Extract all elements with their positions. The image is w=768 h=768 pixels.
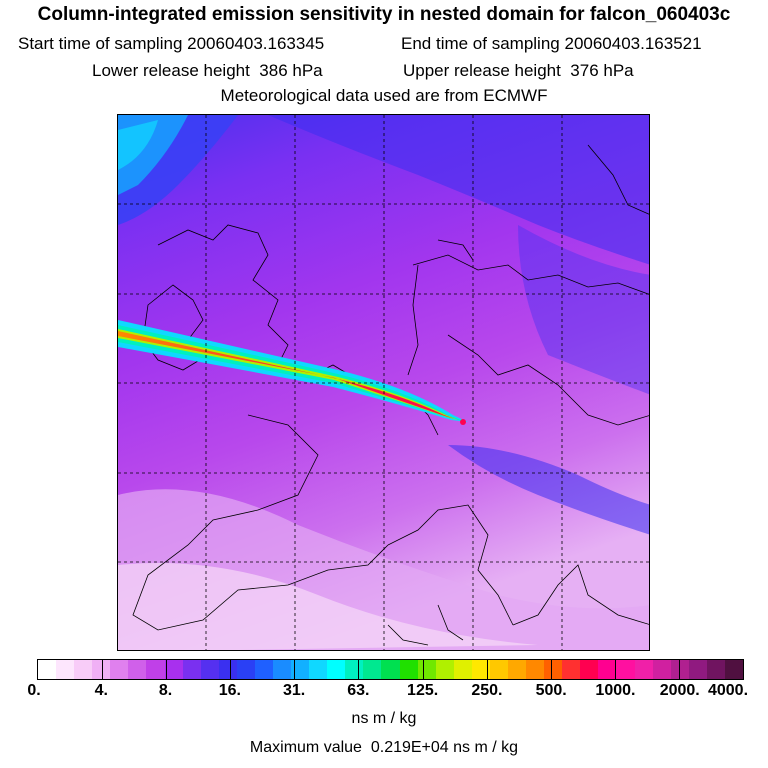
colorbar-segment [526, 660, 545, 679]
colorbar-divider [678, 660, 680, 679]
colorbar-segment [580, 660, 599, 679]
colorbar-segment [38, 660, 57, 679]
colorbar-segment [291, 660, 310, 679]
colorbar-segment [562, 660, 581, 679]
colorbar-segment [508, 660, 527, 679]
colorbar-segment [670, 660, 690, 679]
colorbar-tick-label: 4. [94, 682, 108, 699]
colorbar-segment [598, 660, 617, 679]
colorbar-segment [309, 660, 328, 679]
colorbar-tick-label: 1000. [595, 682, 636, 699]
colorbar-segment [471, 660, 491, 679]
colorbar-segment [544, 660, 563, 679]
colorbar-segment [724, 660, 744, 679]
end-time-line: End time of sampling 20060403.163521 [401, 34, 702, 54]
colorbar-segment [616, 660, 636, 679]
colorbar-segment [327, 660, 346, 679]
colorbar-segment [146, 660, 166, 679]
colorbar-segment [74, 660, 93, 679]
upper-release-line: Upper release height 376 hPa [403, 61, 634, 81]
maximum-value-label: Maximum value [249, 739, 362, 756]
colorbar-segment [236, 660, 256, 679]
colorbar-segment [128, 660, 147, 679]
colorbar-segment [453, 660, 473, 679]
colorbar-tick-label: 125. [407, 682, 439, 699]
colorbar-segment [652, 660, 672, 679]
colorbar-segment [688, 660, 708, 679]
colorbar-divider [358, 660, 360, 679]
colorbar-segment [56, 660, 75, 679]
start-time-line: Start time of sampling 20060403.163345 [18, 34, 324, 54]
colorbar [37, 659, 744, 680]
maximum-value: 0.219E+04 [370, 739, 449, 756]
colorbar-segment [200, 660, 220, 679]
maximum-value-line: Maximum value 0.219E+04 ns m / kg [0, 739, 768, 757]
end-time-value: 20060403.163521 [564, 34, 702, 53]
maximum-value-units: ns m / kg [453, 739, 519, 756]
colorbar-divider [166, 660, 168, 679]
upper-release-label: Upper release height [403, 61, 561, 80]
colorbar-units: ns m / kg [351, 710, 417, 727]
colorbar-segment [92, 660, 111, 679]
plot-title: Column-integrated emission sensitivity i… [37, 4, 731, 25]
colorbar-tick-label: 8. [158, 682, 173, 699]
lower-release-label: Lower release height [92, 61, 250, 80]
lower-release-line: Lower release height 386 hPa [92, 61, 323, 81]
colorbar-segment [634, 660, 654, 679]
colorbar-segment [489, 660, 509, 679]
colorbar-divider [614, 660, 616, 679]
colorbar-tick-label: 500. [535, 682, 567, 699]
start-time-label: Start time of sampling [18, 34, 183, 53]
colorbar-tick-label: 4000. [707, 682, 749, 699]
colorbar-divider [422, 660, 424, 679]
colorbar-tick-label: 2000. [659, 682, 700, 699]
colorbar-tick-label: 16. [218, 682, 241, 699]
colorbar-segment [110, 660, 129, 679]
end-time-label: End time of sampling [401, 34, 560, 53]
colorbar-tick-label: 250. [471, 682, 503, 699]
colorbar-segment [273, 660, 292, 679]
met-data-line: Meteorological data used are from ECMWF [220, 86, 548, 105]
lower-release-value: 386 hPa [259, 61, 323, 80]
colorbar-divider [550, 660, 552, 679]
colorbar-segment [218, 660, 238, 679]
colorbar-segment [345, 660, 364, 679]
start-time-value: 20060403.163345 [187, 34, 325, 53]
colorbar-tick-label: 63. [347, 682, 370, 699]
colorbar-segment [363, 660, 382, 679]
colorbar-segment [706, 660, 726, 679]
colorbar-divider [294, 660, 296, 679]
colorbar-segment [254, 660, 274, 679]
emission-sensitivity-map [117, 114, 650, 651]
colorbar-segment [182, 660, 202, 679]
colorbar-divider [486, 660, 488, 679]
colorbar-segment [399, 660, 419, 679]
colorbar-segment [417, 660, 437, 679]
colorbar-segment [435, 660, 455, 679]
colorbar-segment [164, 660, 184, 679]
colorbar-tick-label: 0. [27, 682, 41, 699]
upper-release-value: 376 hPa [570, 61, 634, 80]
colorbar-tick-label: 31. [282, 682, 306, 699]
colorbar-divider [102, 660, 104, 679]
colorbar-segment [381, 660, 401, 679]
colorbar-divider [230, 660, 232, 679]
